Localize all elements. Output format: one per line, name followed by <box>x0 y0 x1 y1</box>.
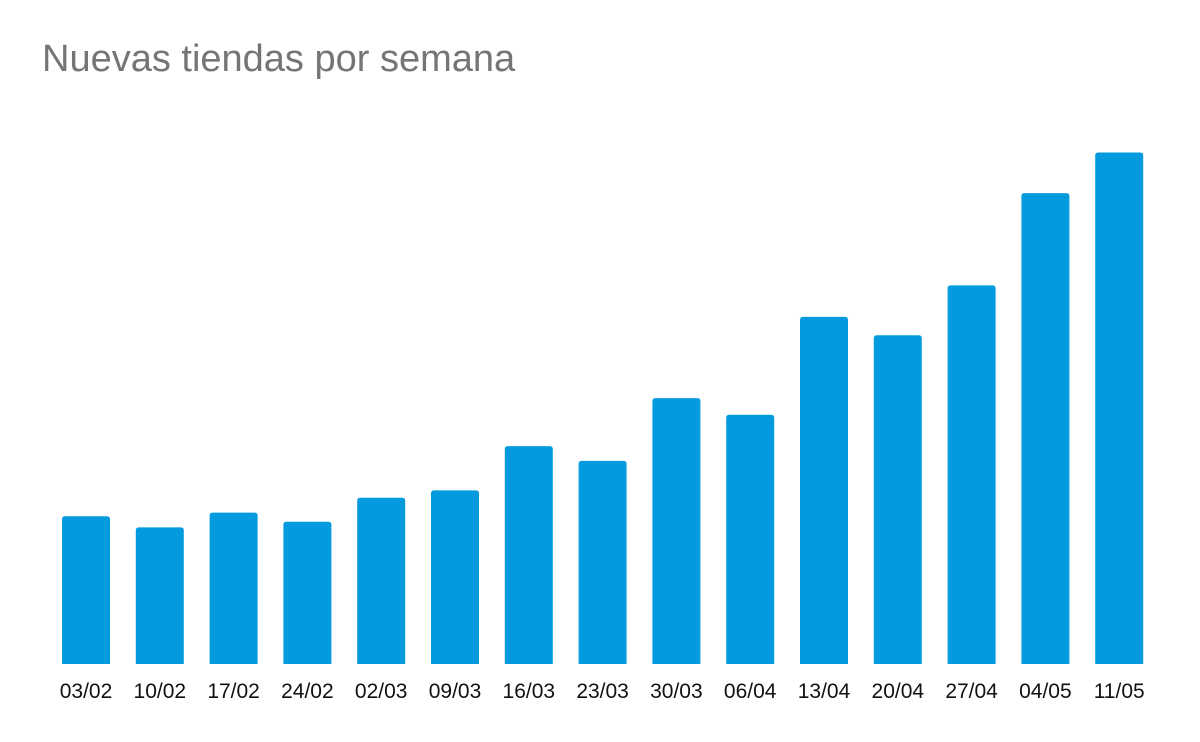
bar-23-03 <box>578 460 627 664</box>
bar-13-04 <box>800 316 848 664</box>
x-tick-label: 16/03 <box>503 680 556 703</box>
bar-30-03 <box>652 398 701 664</box>
bar-11-05 <box>1095 152 1144 664</box>
bar-09-03 <box>431 490 479 664</box>
bar-16-03 <box>504 446 553 664</box>
bar-04-05 <box>1021 193 1070 664</box>
x-tick-label: 24/02 <box>281 680 334 703</box>
x-tick-label: 04/05 <box>1019 680 1072 703</box>
x-tick-label: 17/02 <box>207 680 260 703</box>
x-tick-label: 02/03 <box>355 680 408 703</box>
x-tick-label: 06/04 <box>724 680 777 703</box>
bar-10-02 <box>135 527 184 664</box>
bar-02-03 <box>357 497 406 664</box>
bar-17-02 <box>209 512 258 664</box>
bar-24-02 <box>283 521 332 664</box>
x-tick-label: 10/02 <box>134 680 187 703</box>
bar-27-04 <box>947 285 996 664</box>
x-tick-label: 27/04 <box>945 680 998 703</box>
x-tick-label: 13/04 <box>798 680 851 703</box>
x-tick-label: 03/02 <box>60 680 113 703</box>
chart-title: Nuevas tiendas por semana <box>42 38 516 80</box>
x-tick-labels: 03/02 10/02 17/02 24/02 02/03 09/03 16/03 23/03… <box>60 680 1145 703</box>
x-tick-label: 20/04 <box>872 680 925 703</box>
x-tick-label: 23/03 <box>576 680 629 703</box>
x-tick-label: 30/03 <box>650 680 703 703</box>
bar-20-04 <box>873 335 922 664</box>
bars-group <box>62 152 1144 664</box>
bar-03-02 <box>62 516 110 664</box>
x-tick-label: 11/05 <box>1094 680 1145 703</box>
x-tick-label: 09/03 <box>429 680 482 703</box>
bar-06-04 <box>726 414 775 664</box>
